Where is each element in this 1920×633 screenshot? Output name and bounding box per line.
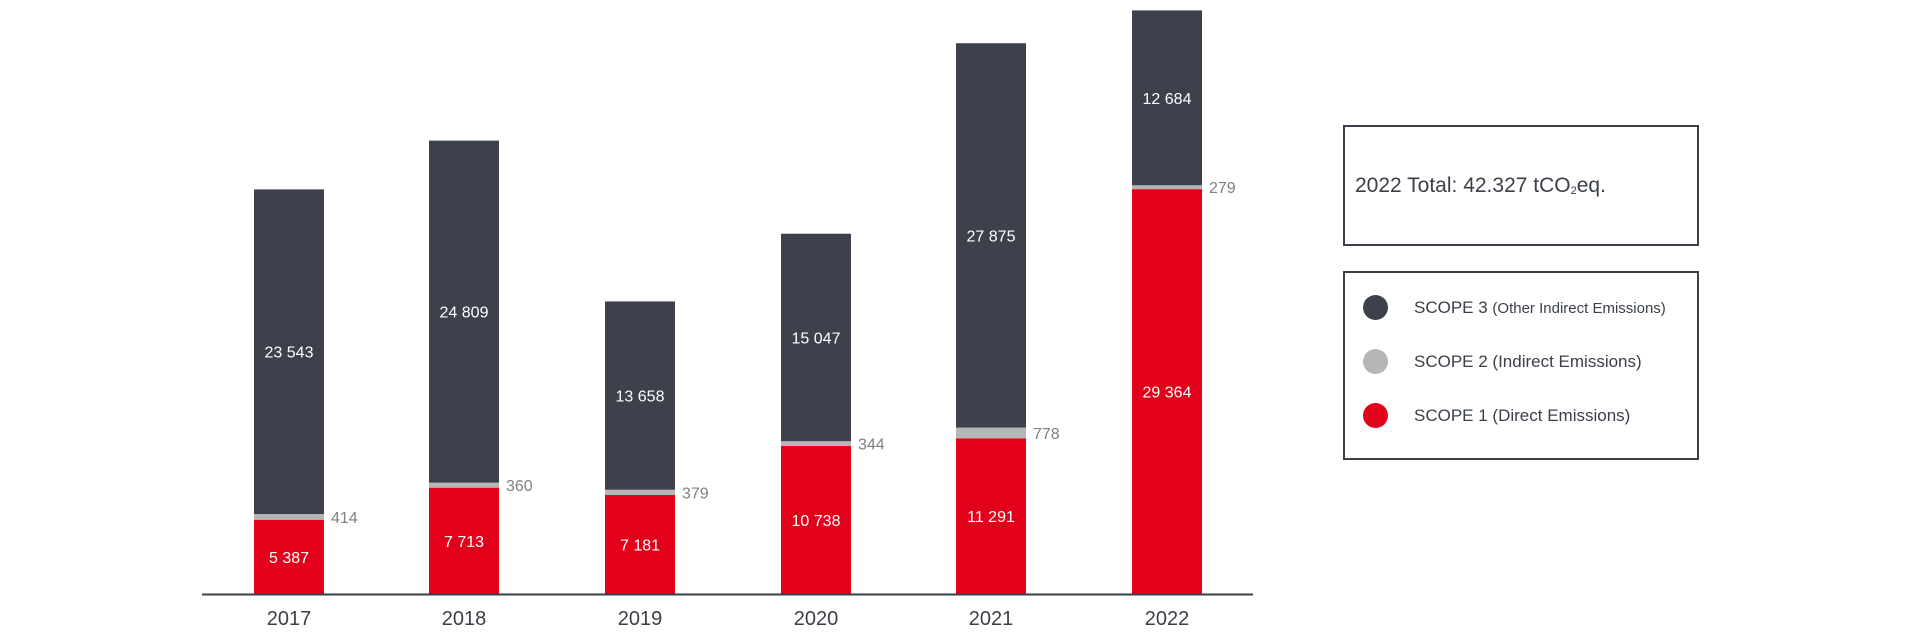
- value-label-scope1-2018: 7 713: [444, 534, 484, 551]
- legend-dot-scope2-icon: [1363, 349, 1388, 374]
- legend-item-scope1: SCOPE 1 (Direct Emissions): [1363, 403, 1630, 428]
- x-tick-label-2021: 2021: [969, 608, 1014, 630]
- bar-scope1-2022: [1132, 189, 1202, 594]
- bar-scope1-2017: [254, 519, 324, 594]
- bar-scope3-2018: [429, 140, 499, 483]
- value-label-scope1-2021: 11 291: [967, 509, 1015, 526]
- bar-scope2-2018: [429, 482, 499, 488]
- legend: SCOPE 3 (Other Indirect Emissions) SCOPE…: [1343, 271, 1699, 460]
- bar-scope1-2021: [956, 438, 1026, 594]
- legend-dot-scope1-icon: [1363, 403, 1388, 428]
- bar-scope2-2021: [956, 427, 1026, 439]
- x-tick-label-2017: 2017: [267, 608, 312, 630]
- value-label-scope3-2022: 12 684: [1143, 91, 1192, 108]
- bar-scope2-2020: [781, 441, 851, 446]
- bar-scope3-2021: [956, 43, 1026, 428]
- value-label-scope2-2017: 414: [331, 510, 358, 527]
- total-box: 2022 Total: 42.327 tCO2eq.: [1343, 125, 1699, 246]
- value-label-scope2-2022: 279: [1209, 180, 1236, 197]
- bar-scope2-2017: [254, 514, 324, 520]
- legend-label-scope3: SCOPE 3: [1414, 297, 1493, 317]
- bar-scope3-2022: [1132, 10, 1202, 186]
- bar-scope1-2019: [605, 494, 675, 594]
- value-label-scope3-2019: 13 658: [616, 389, 665, 406]
- value-label-scope1-2019: 7 181: [620, 537, 660, 554]
- value-label-scope3-2021: 27 875: [967, 228, 1016, 245]
- x-tick-label-2018: 2018: [442, 608, 487, 630]
- value-label-scope2-2019: 379: [682, 485, 709, 502]
- value-label-scope1-2020: 10 738: [792, 513, 841, 530]
- value-label-scope2-2021: 778: [1033, 426, 1060, 443]
- emissions-bar-chart: 5 387 414 23 543 2017 7 713 360 24 809 2018 7 18…: [202, 10, 1253, 630]
- value-label-scope3-2018: 24 809: [440, 305, 489, 322]
- x-tick-label-2019: 2019: [618, 608, 663, 630]
- total-text: 2022 Total: 42.327 tCO2eq.: [1355, 173, 1606, 197]
- legend-item-scope2: SCOPE 2 (Indirect Emissions): [1363, 349, 1642, 374]
- value-label-scope2-2018: 360: [506, 478, 533, 495]
- value-label-scope2-2020: 344: [858, 437, 885, 454]
- bar-scope3-2019: [605, 301, 675, 490]
- legend-item-scope3: SCOPE 3 (Other Indirect Emissions): [1363, 295, 1666, 320]
- legend-label-scope2: SCOPE 2 (Indirect Emissions): [1414, 351, 1642, 371]
- bar-scope2-2022: [1132, 185, 1202, 190]
- value-label-scope1-2022: 29 364: [1143, 385, 1192, 402]
- value-label-scope1-2017: 5 387: [269, 550, 309, 567]
- legend-dot-scope3-icon: [1363, 295, 1388, 320]
- x-tick-label-2020: 2020: [794, 608, 839, 630]
- x-tick-label-2022: 2022: [1145, 608, 1190, 630]
- legend-label-scope1: SCOPE 1 (Direct Emissions): [1414, 405, 1631, 425]
- legend-sublabel-scope3: (Other Indirect Emissions): [1492, 299, 1666, 317]
- value-label-scope3-2020: 15 047: [792, 330, 841, 347]
- bar-scope1-2018: [429, 487, 499, 594]
- bar-scope3-2020: [781, 233, 851, 442]
- bar-scope1-2020: [781, 445, 851, 594]
- value-label-scope3-2017: 23 543: [265, 345, 314, 362]
- bar-scope3-2017: [254, 189, 324, 515]
- bar-scope2-2019: [605, 489, 675, 495]
